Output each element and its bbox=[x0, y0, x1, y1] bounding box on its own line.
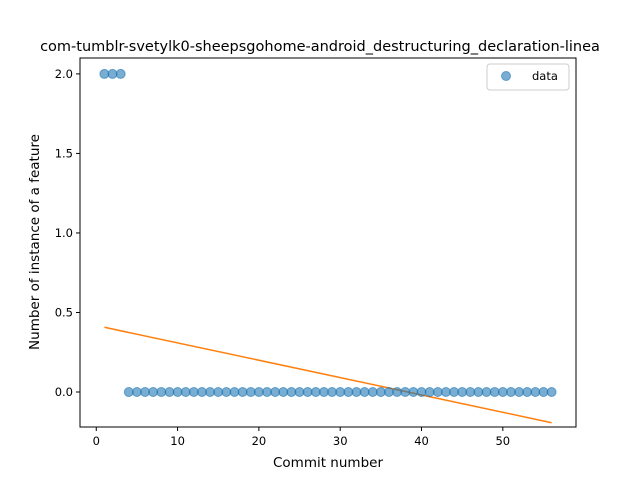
legend-marker bbox=[501, 71, 511, 81]
y-tick-label: 1.5 bbox=[55, 146, 73, 160]
x-tick-label: 50 bbox=[495, 434, 510, 448]
y-tick-label: 0.5 bbox=[55, 305, 73, 319]
legend-box bbox=[486, 63, 570, 91]
plot-area bbox=[80, 58, 576, 427]
x-axis-ticks: 0 10 20 30 40 50 bbox=[93, 427, 510, 448]
y-axis-label: Number of instance of a feature bbox=[27, 134, 43, 350]
x-tick-label: 10 bbox=[170, 434, 185, 448]
chart-title: com-tumblr-svetylk0-sheepsgohome-android… bbox=[40, 39, 600, 55]
y-tick-label: 0.0 bbox=[55, 385, 73, 399]
data-point bbox=[115, 68, 126, 79]
legend-label: data bbox=[532, 69, 558, 83]
trend-line bbox=[104, 326, 552, 424]
y-tick-label: 1.0 bbox=[55, 226, 73, 240]
x-axis-label: Commit number bbox=[273, 455, 383, 471]
data-point bbox=[546, 387, 557, 398]
x-tick-label: 30 bbox=[333, 434, 348, 448]
scatter-points-layer bbox=[99, 68, 557, 398]
legend: data bbox=[486, 63, 570, 91]
x-tick-label: 0 bbox=[93, 434, 100, 448]
y-tick-label: 2.0 bbox=[55, 67, 73, 81]
trend-line-layer bbox=[104, 326, 552, 424]
plot-frame bbox=[79, 57, 577, 428]
x-tick-label: 40 bbox=[414, 434, 429, 448]
x-tick-label: 20 bbox=[252, 434, 267, 448]
y-axis-ticks: 0.0 0.5 1.0 1.5 2.0 bbox=[55, 67, 80, 399]
